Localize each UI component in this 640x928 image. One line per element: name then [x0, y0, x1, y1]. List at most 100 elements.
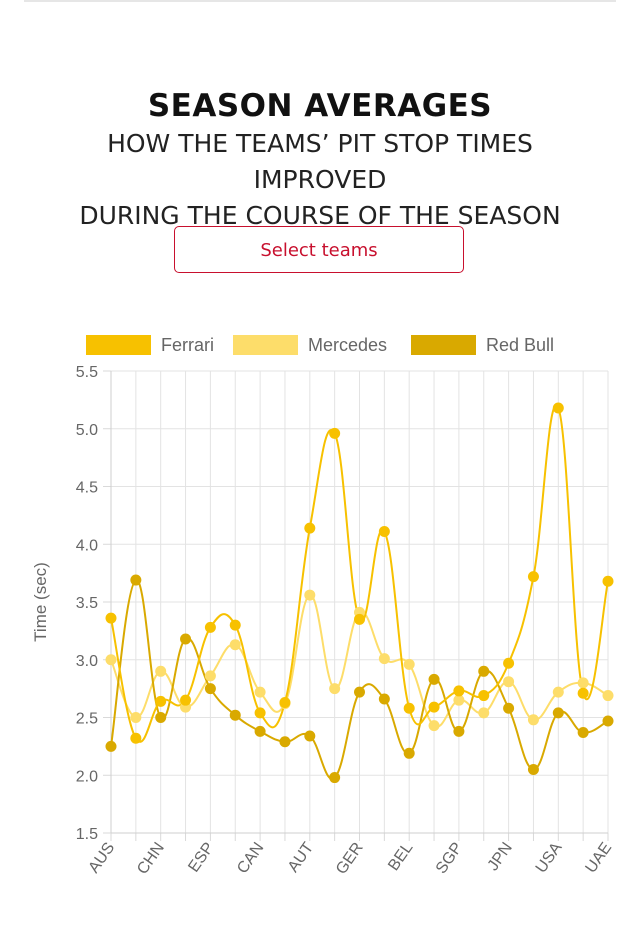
data-point-ferrari [329, 427, 341, 439]
data-point-red-bull [229, 709, 241, 721]
y-tick-label: 2.0 [76, 768, 98, 785]
y-axis-label: Time (sec) [31, 562, 50, 642]
data-point-mercedes [378, 653, 390, 665]
x-axis: AUS CHN ESP CAN AUT GER BEL SGP JPN USA UAE [85, 832, 615, 878]
data-point-mercedes [478, 707, 490, 719]
data-point-red-bull [155, 712, 167, 723]
data-point-red-bull [403, 747, 415, 759]
data-point-mercedes [105, 654, 117, 666]
data-point-mercedes [254, 686, 266, 698]
select-teams-button[interactable]: Select teams [174, 226, 464, 273]
data-point-ferrari [130, 732, 142, 744]
subtitle-line-1: HOW THE TEAMS’ PIT STOP TIMES IMPROVED [107, 129, 533, 194]
data-point-red-bull [304, 730, 316, 742]
data-point-red-bull [527, 763, 539, 775]
legend-label-ferrari: Ferrari [161, 335, 214, 355]
legend-swatch-ferrari [86, 335, 151, 355]
legend-label-red-bull: Red Bull [486, 335, 554, 355]
data-point-red-bull [503, 702, 515, 714]
data-point-ferrari [378, 526, 390, 538]
x-tick-label: CHN [134, 840, 168, 878]
data-point-mercedes [577, 677, 589, 689]
y-tick-label: 3.5 [76, 595, 98, 612]
chart-grid [110, 370, 609, 834]
y-tick-label: 1.5 [76, 826, 98, 843]
data-point-mercedes [503, 676, 515, 688]
legend-swatch-mercedes [233, 335, 298, 355]
data-point-mercedes [329, 683, 341, 695]
data-point-mercedes [155, 665, 167, 677]
y-tick-label: 2.5 [76, 711, 98, 728]
x-tick-label: UAE [582, 840, 615, 877]
data-point-red-bull [329, 772, 341, 784]
page-title: SEASON AVERAGES [147, 88, 493, 124]
data-point-red-bull [602, 715, 614, 727]
x-tick-label: USA [533, 839, 566, 876]
data-point-red-bull [478, 665, 490, 677]
data-point-ferrari [503, 657, 515, 669]
series-line-red-bull [110, 579, 609, 780]
data-point-ferrari [105, 612, 117, 624]
x-tick-label: JPN [485, 840, 516, 875]
legend-swatch-red-bull [411, 335, 476, 355]
data-point-red-bull [105, 740, 117, 752]
data-point-ferrari [180, 694, 192, 706]
data-point-ferrari [354, 613, 365, 625]
data-point-mercedes [403, 658, 415, 670]
chart-legend: Ferrari Mercedes Red Bull [86, 335, 554, 355]
data-point-mercedes [229, 639, 241, 651]
data-point-mercedes [428, 720, 440, 732]
data-point-ferrari [304, 522, 316, 534]
data-point-red-bull [180, 633, 192, 645]
data-point-mercedes [602, 690, 614, 702]
data-point-red-bull [354, 686, 365, 698]
data-point-ferrari [229, 619, 241, 631]
data-point-red-bull [279, 736, 291, 748]
data-point-ferrari [403, 702, 415, 714]
x-tick-label: GER [333, 840, 367, 878]
data-point-red-bull [428, 673, 440, 685]
data-point-mercedes [453, 694, 465, 706]
series-lines [110, 404, 609, 780]
x-tick-label: AUS [85, 840, 118, 877]
data-point-ferrari [552, 402, 564, 414]
y-tick-label: 4.0 [76, 537, 98, 554]
data-point-ferrari [577, 687, 589, 699]
data-point-ferrari [602, 575, 614, 587]
top-divider [24, 0, 616, 2]
series-line-ferrari [110, 404, 609, 743]
x-tick-label: CAN [234, 840, 267, 877]
data-point-red-bull [254, 725, 266, 737]
data-point-ferrari [279, 696, 291, 708]
data-point-ferrari [204, 621, 216, 633]
data-point-ferrari [155, 695, 167, 707]
data-point-mercedes [527, 714, 539, 726]
series-line-mercedes [110, 594, 609, 728]
x-tick-label: ESP [185, 840, 217, 876]
legend-label-mercedes: Mercedes [308, 335, 387, 355]
data-point-red-bull [453, 725, 465, 737]
data-point-ferrari [254, 707, 266, 719]
y-tick-label: 5.0 [76, 422, 98, 439]
data-point-red-bull [204, 683, 216, 695]
y-tick-label: 4.5 [76, 480, 98, 497]
y-tick-label: 5.5 [76, 364, 98, 381]
x-tick-label: BEL [385, 839, 416, 874]
data-point-red-bull [130, 574, 142, 586]
data-point-mercedes [204, 670, 216, 682]
y-axis: 5.5 5.0 4.5 4.0 3.5 3.0 2.5 2.0 1.5 [76, 364, 112, 843]
data-point-ferrari [527, 571, 539, 583]
data-point-ferrari [428, 701, 440, 713]
data-point-red-bull [552, 707, 564, 719]
y-tick-label: 3.0 [76, 653, 98, 670]
data-point-ferrari [478, 690, 490, 702]
x-tick-label: SGP [433, 840, 466, 877]
page-subtitle: HOW THE TEAMS’ PIT STOP TIMES IMPROVED D… [40, 126, 600, 234]
data-point-mercedes [304, 589, 316, 601]
x-tick-label: AUT [285, 839, 317, 875]
data-point-mercedes [552, 686, 564, 698]
data-point-ferrari [453, 685, 465, 697]
subtitle-line-2: DURING THE COURSE OF THE SEASON [79, 201, 561, 230]
data-point-mercedes [130, 712, 142, 723]
